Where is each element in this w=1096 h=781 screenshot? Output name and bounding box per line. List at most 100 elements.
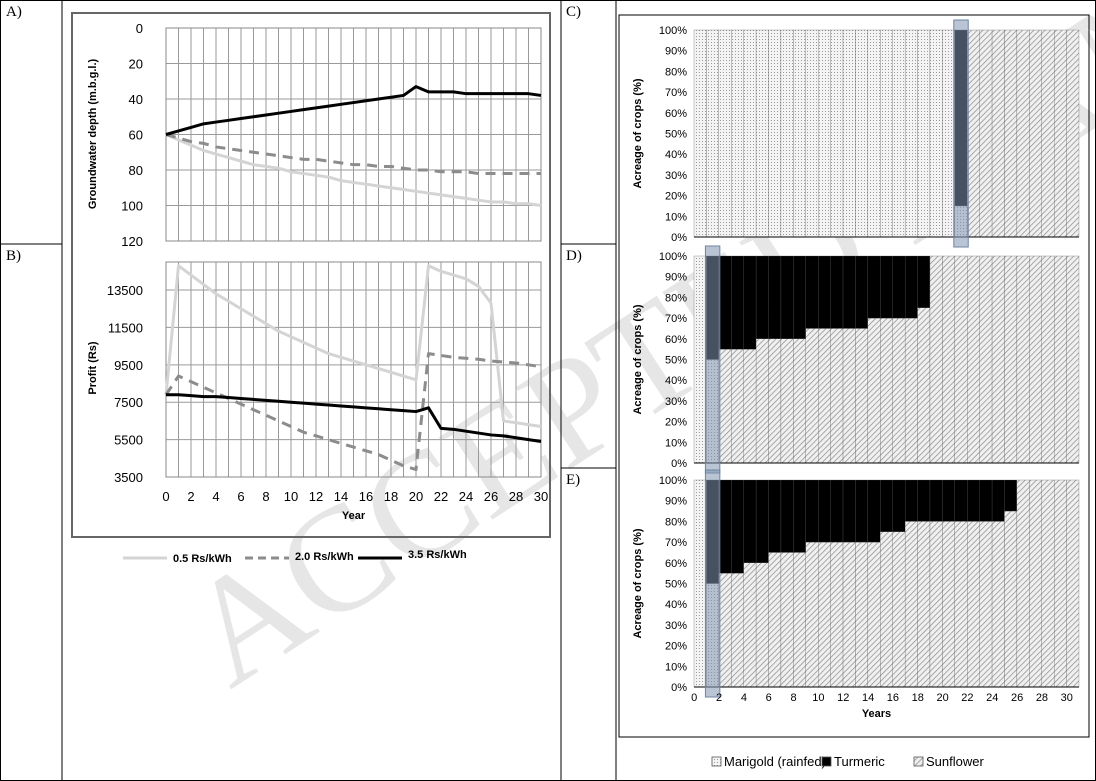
bar-sunflower (830, 541, 844, 688)
y-tick-label: 11500 (108, 320, 143, 335)
bar-marigold (743, 29, 757, 238)
bar-sunflower (867, 541, 881, 688)
bar-sunflower (967, 255, 980, 464)
y-tick-label: 0 (136, 21, 143, 36)
bar-sunflower (880, 317, 893, 464)
y-tick-label: 0% (671, 458, 687, 470)
y-tick-label: 9500 (114, 358, 143, 373)
bar-sunflower (904, 521, 918, 688)
x-tick-label: 6 (237, 489, 244, 504)
series-line-0-5-rs-kwh (164, 264, 542, 429)
bar-sunflower (743, 348, 757, 464)
x-tick-label: 2 (187, 489, 194, 504)
bar-sunflower (1029, 29, 1042, 238)
bar-turmeric (830, 479, 844, 543)
bar-sunflower (954, 521, 968, 688)
y-tick-label: 90% (665, 272, 687, 284)
y-tick-label: 60% (665, 334, 687, 346)
bar-turmeric (780, 255, 794, 339)
bar-turmeric (805, 479, 819, 543)
x-tick-label: 20 (936, 692, 948, 704)
bar-turmeric (755, 479, 769, 563)
crop-chart-e: 0% 10% 20% 30% 40% 50% 60% 70% 80% 90% 100% Acreage… (632, 469, 1080, 720)
hatched-square-icon (913, 756, 924, 767)
tariff-legend: 0.5 Rs/kWh 2.0 Rs/kWh 3.5 Rs/kWh (123, 549, 467, 565)
bar-marigold (706, 29, 719, 238)
filled-square-icon (821, 756, 832, 767)
bar-turmeric (855, 255, 869, 329)
y-tick-label: 60% (665, 108, 687, 120)
bar-turmeric (991, 479, 1005, 522)
bar-sunflower (731, 348, 744, 464)
bar-turmeric (1004, 479, 1018, 512)
bar-sunflower (805, 541, 819, 688)
y-tick-label: 70% (665, 313, 687, 325)
bar-sunflower (942, 255, 955, 464)
x-tick-label: 22 (434, 489, 448, 504)
bar-turmeric (904, 479, 918, 522)
bar-sunflower (917, 521, 931, 688)
bar-marigold (805, 29, 819, 238)
bar-sunflower (830, 328, 844, 464)
y-tick-label: 90% (665, 496, 687, 508)
bar-turmeric (855, 479, 869, 543)
bar-sunflower (1054, 29, 1067, 238)
x-tick-label: 22 (961, 692, 973, 704)
x-tick-label: 6 (766, 692, 772, 704)
bar-marigold (693, 255, 707, 464)
bar-sunflower (1066, 29, 1080, 238)
bar-sunflower (991, 521, 1005, 688)
x-tick-label: 24 (986, 692, 998, 704)
bar-turmeric (917, 479, 931, 522)
bar-turmeric (743, 479, 757, 563)
bar-marigold (867, 29, 881, 238)
bar-turmeric (818, 479, 831, 543)
bar-marigold (818, 29, 831, 238)
y-tick-label: 40% (665, 375, 687, 387)
y-tick-label: 80 (129, 163, 143, 178)
bar-sunflower (793, 552, 806, 688)
bar-marigold (855, 29, 869, 238)
bar-marigold (917, 29, 931, 238)
bar-sunflower (979, 521, 993, 688)
y-axis-title: Groundwater depth (m.b.g.l.) (87, 59, 99, 210)
bar-sunflower (991, 29, 1005, 238)
bar-turmeric (780, 479, 794, 553)
bar-turmeric (793, 479, 806, 553)
legend-label: Sunflower (926, 754, 984, 769)
panel-label-a: A) (6, 4, 22, 20)
groundwater-chart: 0 20 40 60 80 100 120 Groundwater depth (m.b.g.… (87, 21, 542, 249)
dotted-square-icon (711, 756, 722, 767)
bar-marigold (755, 29, 769, 238)
bar-sunflower (805, 328, 819, 464)
bar-marigold (793, 29, 806, 238)
bar-turmeric (954, 479, 968, 522)
x-axis-title: Year (342, 510, 366, 522)
bar-sunflower (929, 255, 943, 464)
legend-label: 3.5 Rs/kWh (408, 549, 467, 561)
bar-marigold (830, 29, 844, 238)
bar-sunflower (855, 328, 869, 464)
bar-turmeric (830, 255, 844, 329)
y-tick-label: 30% (665, 396, 687, 408)
crop-chart-d: 0% 10% 20% 30% 40% 50% 60% 70% 80% 90% 100% Acreage… (632, 245, 1080, 474)
x-tick-label: 14 (862, 692, 874, 704)
bar-sunflower (1016, 255, 1030, 464)
bar-sunflower (1041, 479, 1055, 688)
y-tick-label: 100% (659, 475, 687, 487)
y-tick-label: 13500 (107, 283, 143, 298)
plot-area (165, 261, 542, 478)
bar-sunflower (867, 317, 881, 464)
x-tick-label: 14 (334, 489, 348, 504)
y-tick-label: 20 (129, 57, 143, 72)
bar-turmeric (743, 255, 757, 350)
bar-sunflower (892, 531, 906, 688)
bar-turmeric (867, 255, 881, 319)
y-tick-label: 90% (665, 46, 687, 58)
x-tick-label: 8 (262, 489, 269, 504)
bar-turmeric (768, 255, 782, 339)
y-tick-label: 70% (665, 87, 687, 99)
highlight-marker (704, 245, 721, 474)
bar-sunflower (1004, 255, 1018, 464)
